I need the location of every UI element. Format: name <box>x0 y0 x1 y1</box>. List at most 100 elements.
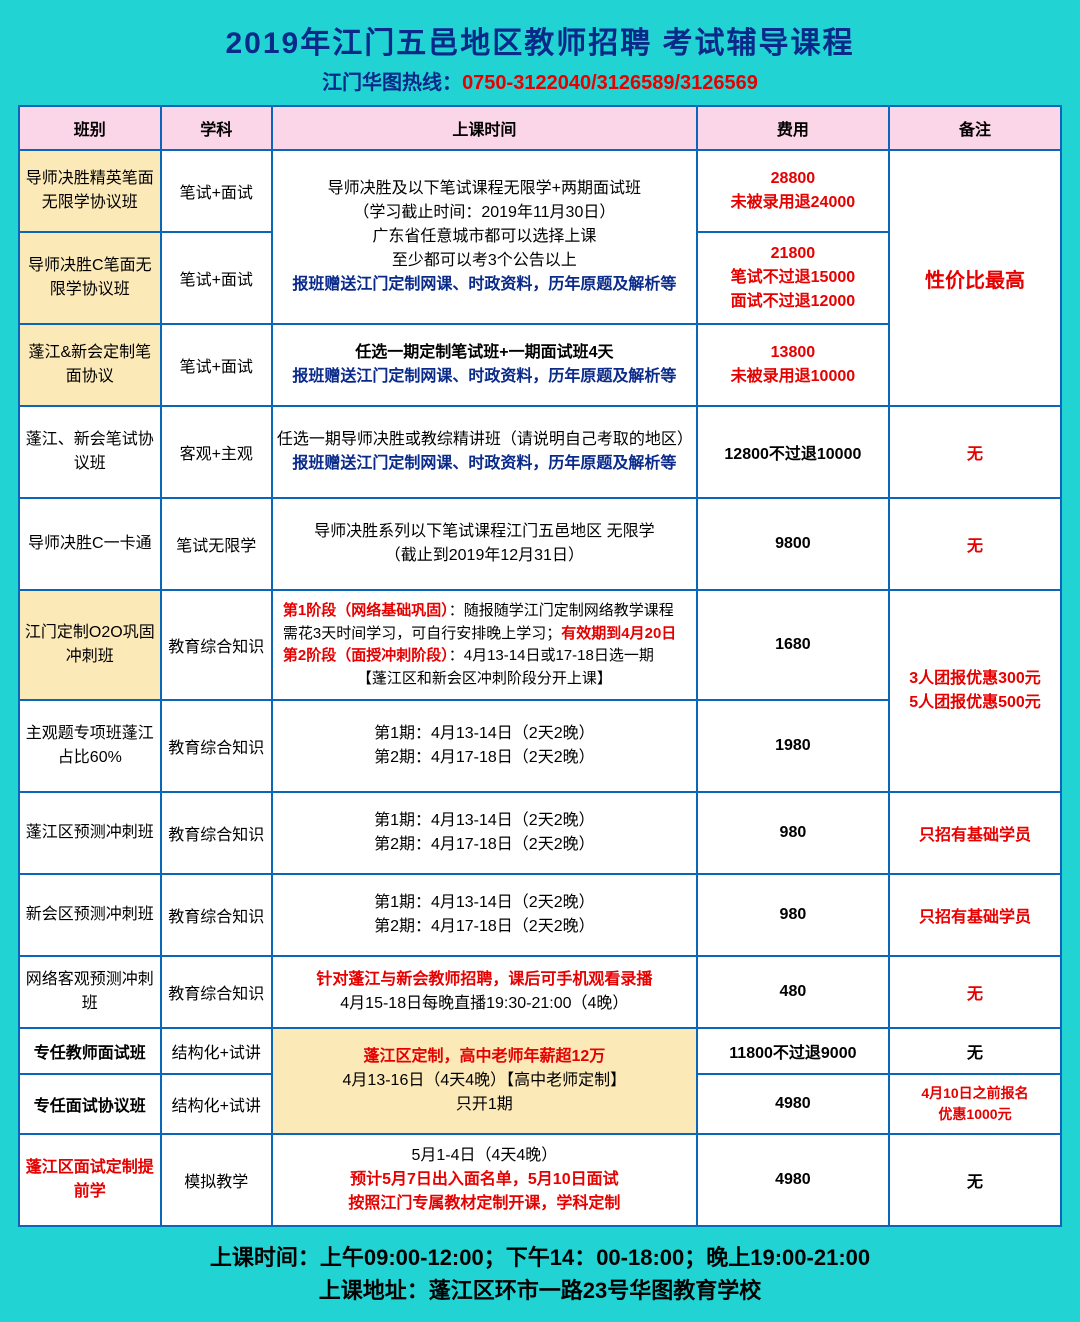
time-line: （截止到2019年12月31日） <box>277 544 692 568</box>
time-text: ：4月13-14日或17-18日选一期 <box>449 647 654 664</box>
cell-fee: 12800不过退10000 <box>697 406 889 498</box>
time-line: 5月1-4日（4天4晚） <box>277 1144 692 1168</box>
col-fee: 费用 <box>697 106 889 150</box>
cell-fee: 11800不过退9000 <box>697 1028 889 1074</box>
time-line: 导师决胜及以下笔试课程无限学+两期面试班 <box>277 177 692 201</box>
time-line: 至少都可以考3个公告以上 <box>277 249 692 273</box>
fee-refund: 笔试不过退15000 <box>702 266 884 290</box>
cell-class: 蓬江&新会定制笔面协议 <box>19 324 161 406</box>
col-class: 班别 <box>19 106 161 150</box>
header: 2019年江门五邑地区教师招聘 考试辅导课程 江门华图热线：0750-31220… <box>18 18 1062 95</box>
cell-subject: 笔试+面试 <box>161 324 272 406</box>
cell-class: 专任面试协议班 <box>19 1074 161 1134</box>
cell-subject: 结构化+试讲 <box>161 1074 272 1134</box>
cell-time: 任选一期定制笔试班+一期面试班4天 报班赠送江门定制网课、时政资料，历年原题及解… <box>272 324 697 406</box>
cell-fee: 28800 未被录用退24000 <box>697 150 889 232</box>
cell-note: 无 <box>889 1028 1061 1074</box>
cell-class: 导师决胜C笔面无限学协议班 <box>19 232 161 324</box>
fee-price: 21800 <box>702 242 884 266</box>
cell-fee: 980 <box>697 792 889 874</box>
hotline-number: 0750-3122040/3126589/3126569 <box>462 72 758 94</box>
time-line: 4月15-18日每晚直播19:30-21:00（4晚） <box>277 992 692 1016</box>
cell-time: 针对蓬江与新会教师招聘，课后可手机观看录播 4月15-18日每晚直播19:30-… <box>272 956 697 1028</box>
cell-fee: 4980 <box>697 1074 889 1134</box>
cell-subject: 教育综合知识 <box>161 700 272 792</box>
cell-subject: 笔试无限学 <box>161 498 272 590</box>
time-line: 只开1期 <box>277 1093 692 1117</box>
table-row: 蓬江、新会笔试协议班 客观+主观 任选一期导师决胜或教综精讲班（请说明自己考取的… <box>19 406 1061 498</box>
cell-note: 无 <box>889 1134 1061 1226</box>
time-line: 蓬江区定制，高中老师年薪超12万 <box>277 1045 692 1069</box>
time-line: 第1期：4月13-14日（2天2晚） <box>277 809 692 833</box>
fee-price: 28800 <box>702 167 884 191</box>
cell-time-merged: 导师决胜及以下笔试课程无限学+两期面试班 （学习截止时间：2019年11月30日… <box>272 150 697 324</box>
note-line: 3人团报优惠300元 <box>894 667 1056 691</box>
fee-refund: 未被录用退10000 <box>702 365 884 389</box>
time-line: 报班赠送江门定制网课、时政资料，历年原题及解析等 <box>277 365 692 389</box>
cell-note: 无 <box>889 498 1061 590</box>
table-row: 专任教师面试班 结构化+试讲 蓬江区定制，高中老师年薪超12万 4月13-16日… <box>19 1028 1061 1074</box>
cell-class: 主观题专项班蓬江占比60% <box>19 700 161 792</box>
cell-subject: 教育综合知识 <box>161 956 272 1028</box>
cell-fee: 21800 笔试不过退15000 面试不过退12000 <box>697 232 889 324</box>
cell-note: 4月10日之前报名 优惠1000元 <box>889 1074 1061 1134</box>
cell-subject: 笔试+面试 <box>161 232 272 324</box>
time-line: 任选一期导师决胜或教综精讲班（请说明自己考取的地区） <box>277 428 692 452</box>
time-line: 报班赠送江门定制网课、时政资料，历年原题及解析等 <box>277 452 692 476</box>
cell-class: 专任教师面试班 <box>19 1028 161 1074</box>
cell-class: 新会区预测冲刺班 <box>19 874 161 956</box>
cell-note: 无 <box>889 956 1061 1028</box>
time-line: 按照江门专属教材定制开课，学科定制 <box>277 1192 692 1216</box>
time-line: 第2期：4月17-18日（2天2晚） <box>277 746 692 770</box>
col-note: 备注 <box>889 106 1061 150</box>
cell-class: 网络客观预测冲刺班 <box>19 956 161 1028</box>
note-line: 4月10日之前报名 <box>894 1083 1056 1104</box>
time-line: 报班赠送江门定制网课、时政资料，历年原题及解析等 <box>277 273 692 297</box>
cell-time: 第1阶段（网络基础巩固）：随报随学江门定制网络教学课程需花3天时间学习，可自行安… <box>272 590 697 700</box>
cell-fee: 9800 <box>697 498 889 590</box>
col-time: 上课时间 <box>272 106 697 150</box>
table-row: 网络客观预测冲刺班 教育综合知识 针对蓬江与新会教师招聘，课后可手机观看录播 4… <box>19 956 1061 1028</box>
fee-price: 13800 <box>702 341 884 365</box>
fee-refund: 面试不过退12000 <box>702 290 884 314</box>
time-line: 预计5月7日出入面名单，5月10日面试 <box>277 1168 692 1192</box>
cell-note: 只招有基础学员 <box>889 792 1061 874</box>
footer-address: 上课地址：蓬江区环市一路23号华图教育学校 <box>18 1274 1062 1307</box>
table-row: 江门定制O2O巩固冲刺班 教育综合知识 第1阶段（网络基础巩固）：随报随学江门定… <box>19 590 1061 700</box>
cell-time: 任选一期导师决胜或教综精讲班（请说明自己考取的地区） 报班赠送江门定制网课、时政… <box>272 406 697 498</box>
time-line: （学习截止时间：2019年11月30日） <box>277 201 692 225</box>
time-line: 第1期：4月13-14日（2天2晚） <box>277 891 692 915</box>
time-line: 【蓬江区和新会区冲刺阶段分开上课】 <box>283 668 686 691</box>
time-line: 第2期：4月17-18日（2天2晚） <box>277 833 692 857</box>
footer: 上课时间：上午09:00-12:00；下午14：00-18:00；晚上19:00… <box>18 1241 1062 1307</box>
cell-fee: 4980 <box>697 1134 889 1226</box>
cell-subject: 教育综合知识 <box>161 874 272 956</box>
table-row: 蓬江区面试定制提前学 模拟教学 5月1-4日（4天4晚） 预计5月7日出入面名单… <box>19 1134 1061 1226</box>
table-row: 蓬江区预测冲刺班 教育综合知识 第1期：4月13-14日（2天2晚） 第2期：4… <box>19 792 1061 874</box>
cell-class: 蓬江区面试定制提前学 <box>19 1134 161 1226</box>
table-row: 新会区预测冲刺班 教育综合知识 第1期：4月13-14日（2天2晚） 第2期：4… <box>19 874 1061 956</box>
cell-time: 第1期：4月13-14日（2天2晚） 第2期：4月17-18日（2天2晚） <box>272 700 697 792</box>
cell-fee: 980 <box>697 874 889 956</box>
cell-class: 蓬江区预测冲刺班 <box>19 792 161 874</box>
cell-subject: 客观+主观 <box>161 406 272 498</box>
cell-class: 导师决胜C一卡通 <box>19 498 161 590</box>
time-phase: 第2阶段（面授冲刺阶段） <box>283 647 449 664</box>
time-line: 第2期：4月17-18日（2天2晚） <box>277 915 692 939</box>
col-subject: 学科 <box>161 106 272 150</box>
cell-time: 导师决胜系列以下笔试课程江门五邑地区 无限学 （截止到2019年12月31日） <box>272 498 697 590</box>
cell-fee: 13800 未被录用退10000 <box>697 324 889 406</box>
cell-subject: 笔试+面试 <box>161 150 272 232</box>
footer-time: 上课时间：上午09:00-12:00；下午14：00-18:00；晚上19:00… <box>18 1241 1062 1274</box>
time-line: 任选一期定制笔试班+一期面试班4天 <box>277 341 692 365</box>
cell-class: 江门定制O2O巩固冲刺班 <box>19 590 161 700</box>
cell-note: 只招有基础学员 <box>889 874 1061 956</box>
cell-time: 第1期：4月13-14日（2天2晚） 第2期：4月17-18日（2天2晚） <box>272 792 697 874</box>
time-phase: 第1阶段（网络基础巩固） <box>283 602 449 619</box>
cell-note-merged: 性价比最高 <box>889 150 1061 406</box>
hotline-label: 江门华图热线： <box>322 72 462 94</box>
cell-fee: 1680 <box>697 590 889 700</box>
table-header-row: 班别 学科 上课时间 费用 备注 <box>19 106 1061 150</box>
cell-note-merged: 3人团报优惠300元 5人团报优惠500元 <box>889 590 1061 792</box>
time-line: 4月13-16日（4天4晚）【高中老师定制】 <box>277 1069 692 1093</box>
